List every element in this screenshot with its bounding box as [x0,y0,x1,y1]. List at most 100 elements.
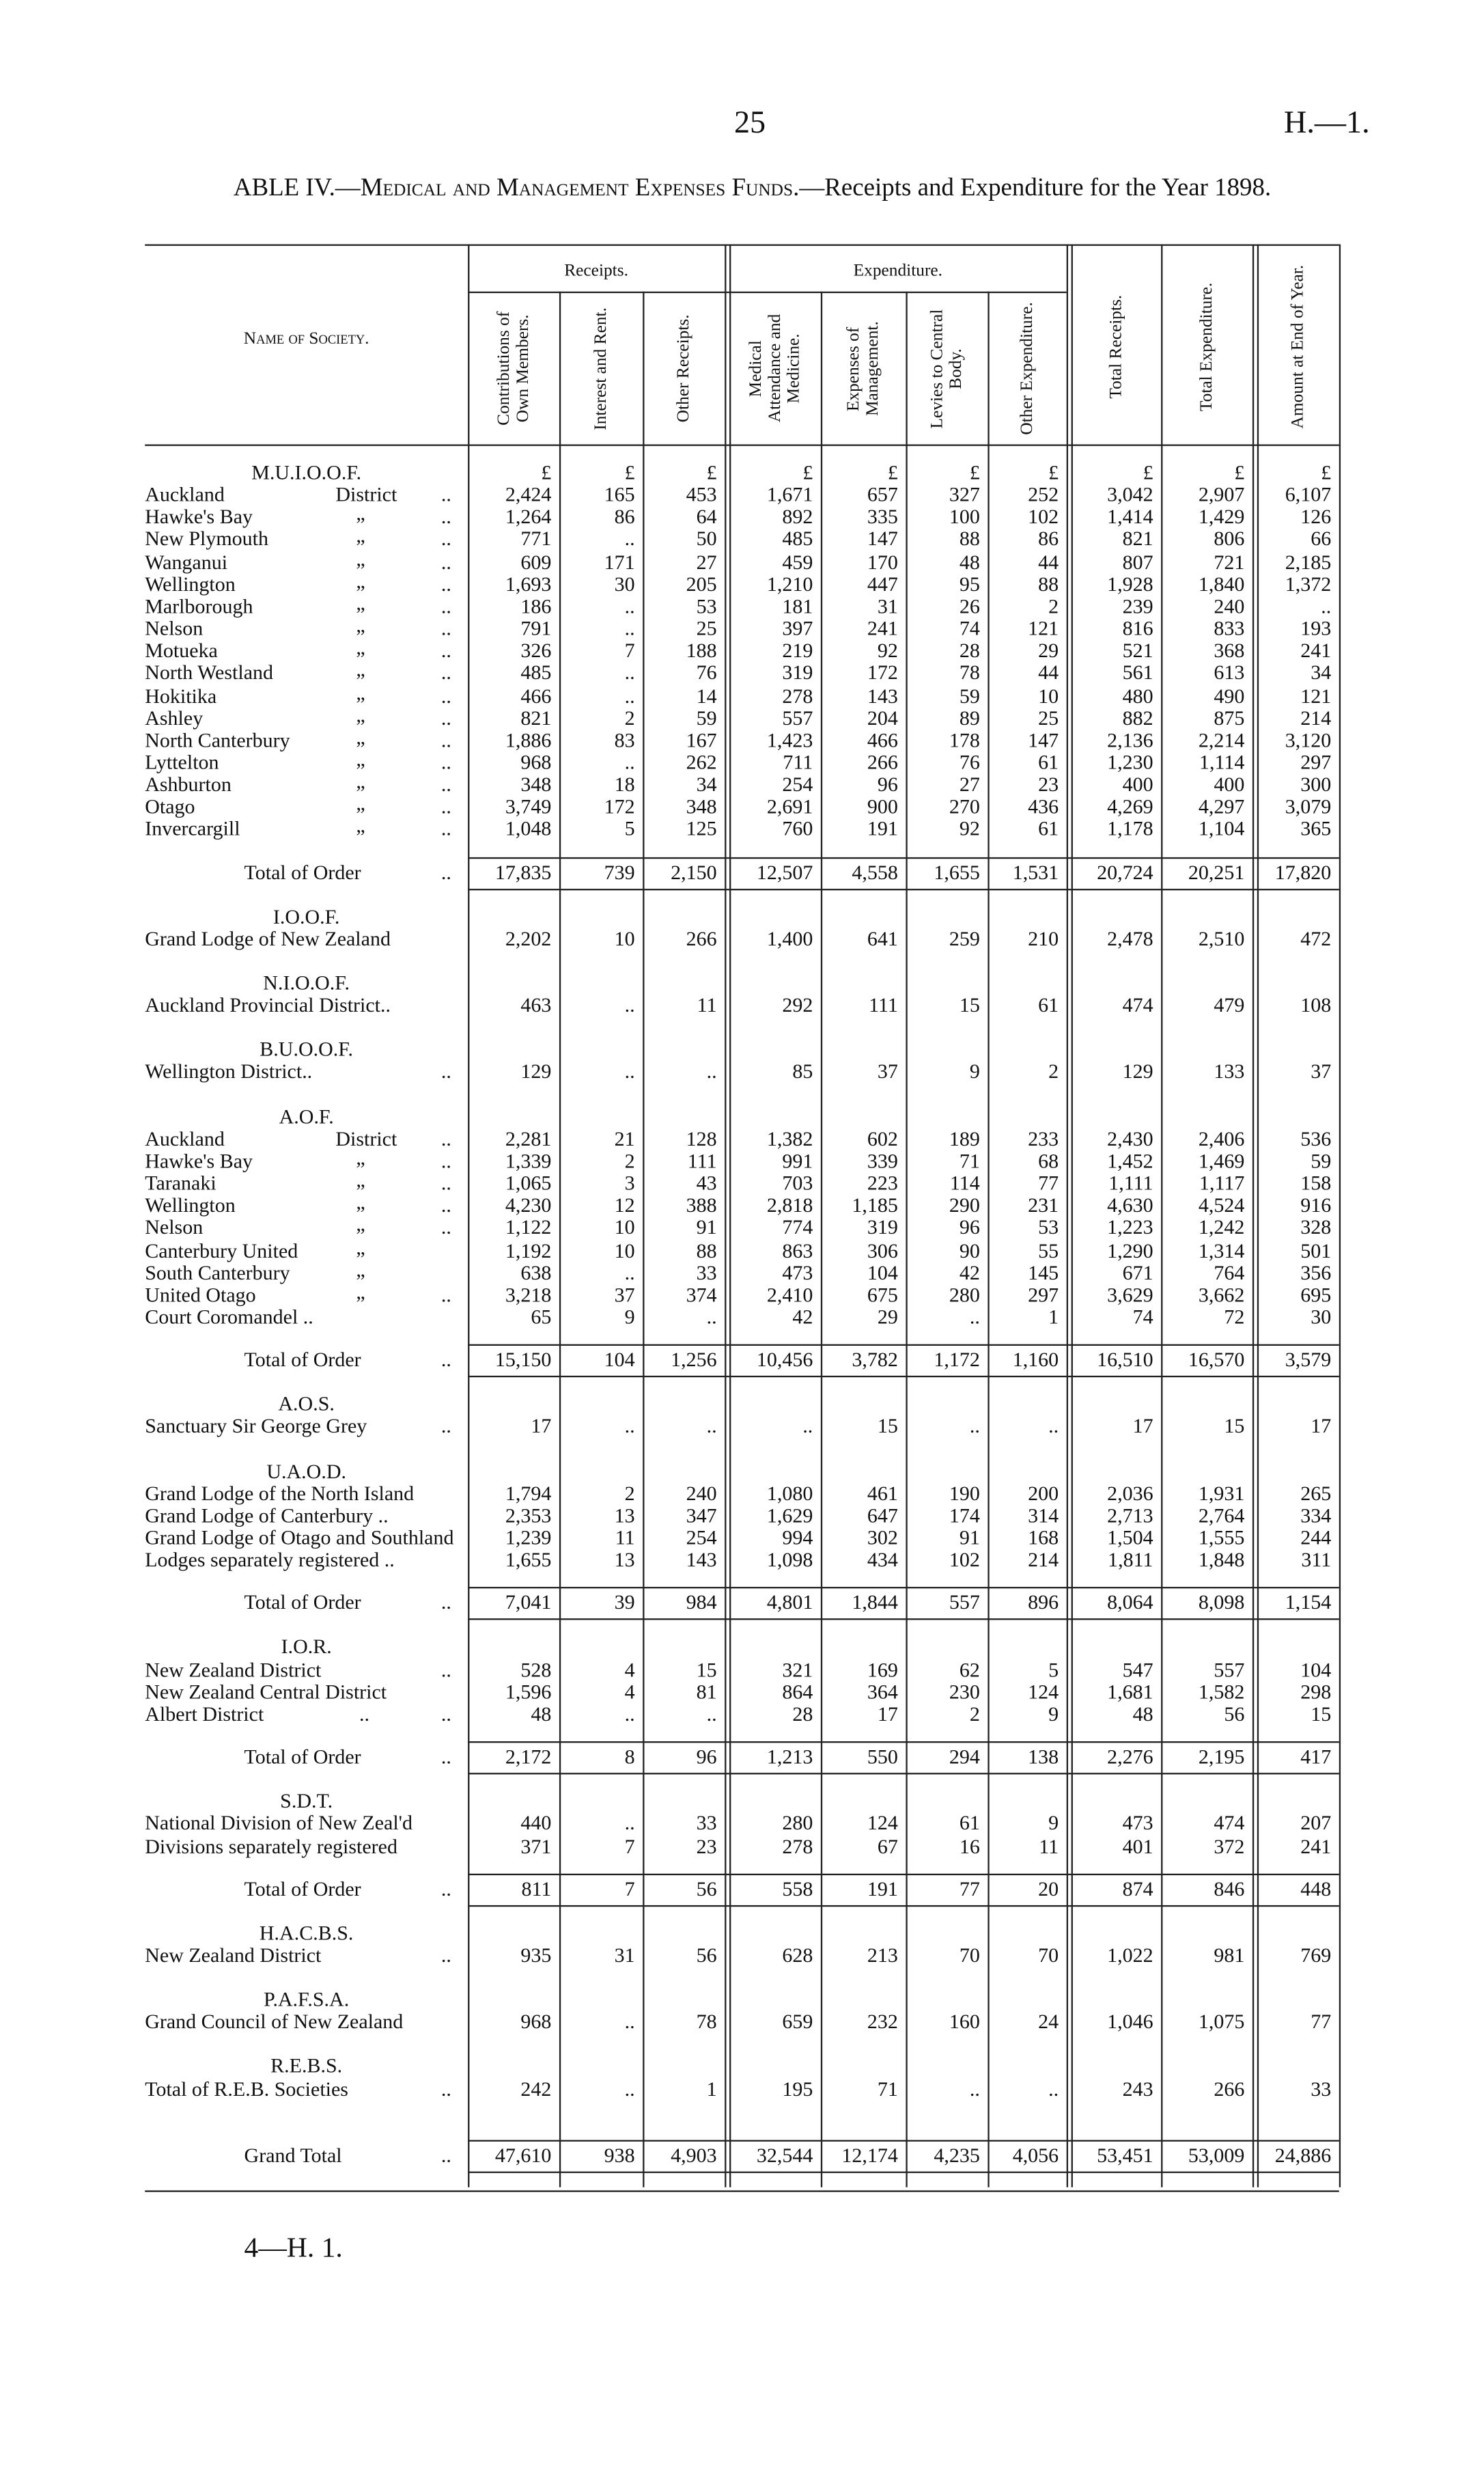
table-cell: 436 [1028,794,1059,818]
table-cell: 170 [867,549,898,573]
total-cell: 1,531 [1012,859,1059,884]
table-cell: 875 [1214,705,1245,730]
total-cell: 24,886 [1274,2142,1332,2167]
leader-dots: .. [440,749,451,774]
table-cell: 30 [614,571,635,596]
society-heading: I.O.O.F. [272,904,340,928]
table-cell: 3,629 [1107,1282,1153,1306]
table-cell: 9 [1048,1811,1059,1835]
table-cell: 15 [877,1414,898,1438]
rule [1161,244,1163,2187]
total-cell: 2,172 [505,1744,552,1769]
total-cell: 10,456 [756,1347,813,1372]
rule [643,291,645,2187]
rule [145,2189,1339,2192]
table-cell: 232 [867,2009,898,2034]
table-cell: .. [624,1414,635,1438]
ditto-mark: „ [356,1167,365,1192]
table-cell: 169 [867,1657,898,1681]
table-cell: 85 [792,1060,813,1083]
table-cell: 1,655 [505,1547,552,1572]
total-cell: 1,655 [934,859,980,884]
total-cell: 448 [1300,1876,1332,1900]
table-cell: 70 [959,1943,980,1967]
table-cell: 5 [624,816,635,841]
table-cell: 1,469 [1198,1148,1245,1173]
table-cell: 671 [1122,1260,1153,1284]
table-cell: 23 [1038,772,1059,797]
rule [468,1344,1339,1346]
table-cell: .. [1048,1414,1059,1438]
total-cell: 1,256 [671,1347,717,1372]
table-cell: 2,424 [505,482,552,506]
total-cell: 20 [1038,1876,1059,1900]
table-cell: 78 [959,661,980,684]
table-cell: 474 [1214,1811,1245,1835]
table-cell: 266 [686,926,717,950]
table-cell: 189 [949,1126,980,1150]
total-cell: 47,610 [494,2142,552,2167]
table-cell: .. [624,527,635,551]
table-cell: 641 [867,926,898,950]
table-cell: 2,214 [1198,728,1245,751]
table-cell: 72 [1224,1304,1245,1329]
rule [468,1741,1339,1743]
table-cell: 447 [867,571,898,596]
table-cell: 1,414 [1107,504,1153,529]
table-cell: 86 [614,504,635,529]
total-cell: 4,903 [671,2142,717,2167]
table-cell: 17 [1311,1414,1332,1438]
table-cell: 174 [949,1503,980,1527]
table-cell: 270 [949,794,980,818]
table-cell: 27 [696,549,717,573]
leader-dots: .. [440,794,451,818]
table-cell: .. [624,1260,635,1284]
total-cell: 8,064 [1107,1590,1153,1614]
table-cell: 521 [1122,638,1153,663]
rule [468,1587,1339,1589]
table-cell: 968 [520,2009,552,2034]
table-cell: 1 [1048,1304,1059,1329]
leader-dots: .. [359,1702,369,1726]
society-name: Auckland Provincial District.. [145,993,391,1017]
table-cell: 121 [1028,616,1059,640]
total-cell: 8 [624,1744,635,1769]
table-cell: 129 [520,1060,552,1083]
table-cell: 42 [959,1260,980,1284]
table-cell: 92 [959,816,980,841]
society-name: Hawke's Bay [145,504,253,529]
table-cell: 128 [686,1126,717,1150]
table-cell: 1,314 [1198,1237,1245,1262]
currency-unit: £ [802,460,813,484]
table-cell: 347 [686,1503,717,1527]
table-cell: 61 [1038,816,1059,841]
table-cell: 61 [1038,749,1059,774]
leader-dots: .. [440,1282,451,1306]
table-cell: 278 [782,1833,813,1857]
table-cell: 210 [1028,926,1059,950]
table-cell: 165 [604,482,635,506]
table-cell: 916 [1300,1193,1332,1217]
total-cell: 104 [604,1347,635,1372]
table-cell: 124 [867,1811,898,1835]
table-cell: 2,713 [1107,1503,1153,1527]
table-cell: 473 [782,1260,813,1284]
table-cell: 280 [782,1811,813,1835]
total-cell: 938 [604,2142,635,2167]
society-name: New Zealand District [145,1657,322,1681]
ditto-mark: „ [356,568,365,592]
society-name: Grand Council of New Zealand [145,2009,404,2034]
table-cell: 280 [949,1282,980,1306]
total-cell: 558 [782,1876,813,1900]
table-cell: 191 [867,816,898,841]
table-cell: 172 [867,661,898,684]
rule [468,1773,1339,1775]
leader-dots: .. [440,482,451,506]
currency-unit: £ [969,460,980,484]
ditto-mark: „ [356,791,365,816]
table-cell: 711 [783,749,813,774]
leader-dots: .. [440,616,451,640]
total-cell: 2,276 [1107,1744,1153,1769]
table-cell: 265 [1300,1480,1332,1505]
